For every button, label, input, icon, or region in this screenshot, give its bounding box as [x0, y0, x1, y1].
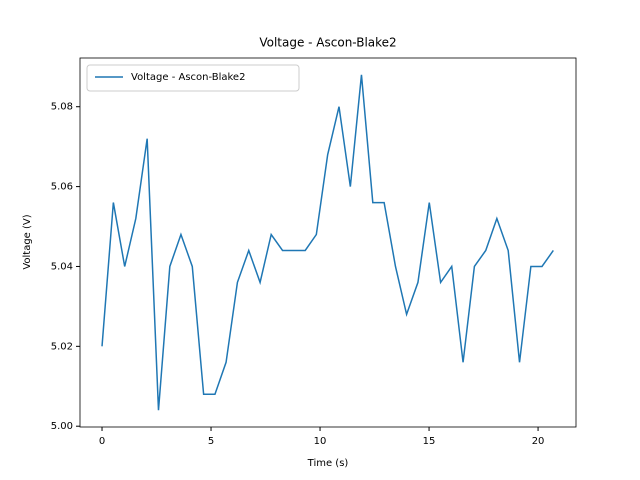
x-tick-label: 10 — [314, 436, 327, 447]
plot-frame — [79, 57, 577, 428]
x-tick-label: 5 — [208, 436, 214, 447]
y-tick-label: 5.08 — [51, 102, 73, 113]
chart-title: Voltage - Ascon-Blake2 — [259, 36, 396, 50]
y-tick-label: 5.06 — [51, 182, 73, 193]
data-line — [101, 74, 554, 411]
legend-box — [86, 64, 300, 92]
y-tick-label: 5.02 — [51, 341, 73, 352]
y-tick-label: 5.00 — [51, 421, 73, 432]
x-tick-label: 0 — [99, 436, 105, 447]
y-axis-label: Voltage (V) — [22, 214, 33, 269]
legend-label: Voltage - Ascon-Blake2 — [131, 72, 245, 83]
x-axis-label: Time (s) — [307, 458, 349, 469]
x-tick-label: 20 — [532, 436, 545, 447]
y-tick-label: 5.04 — [51, 261, 73, 272]
x-tick-label: 15 — [423, 436, 436, 447]
